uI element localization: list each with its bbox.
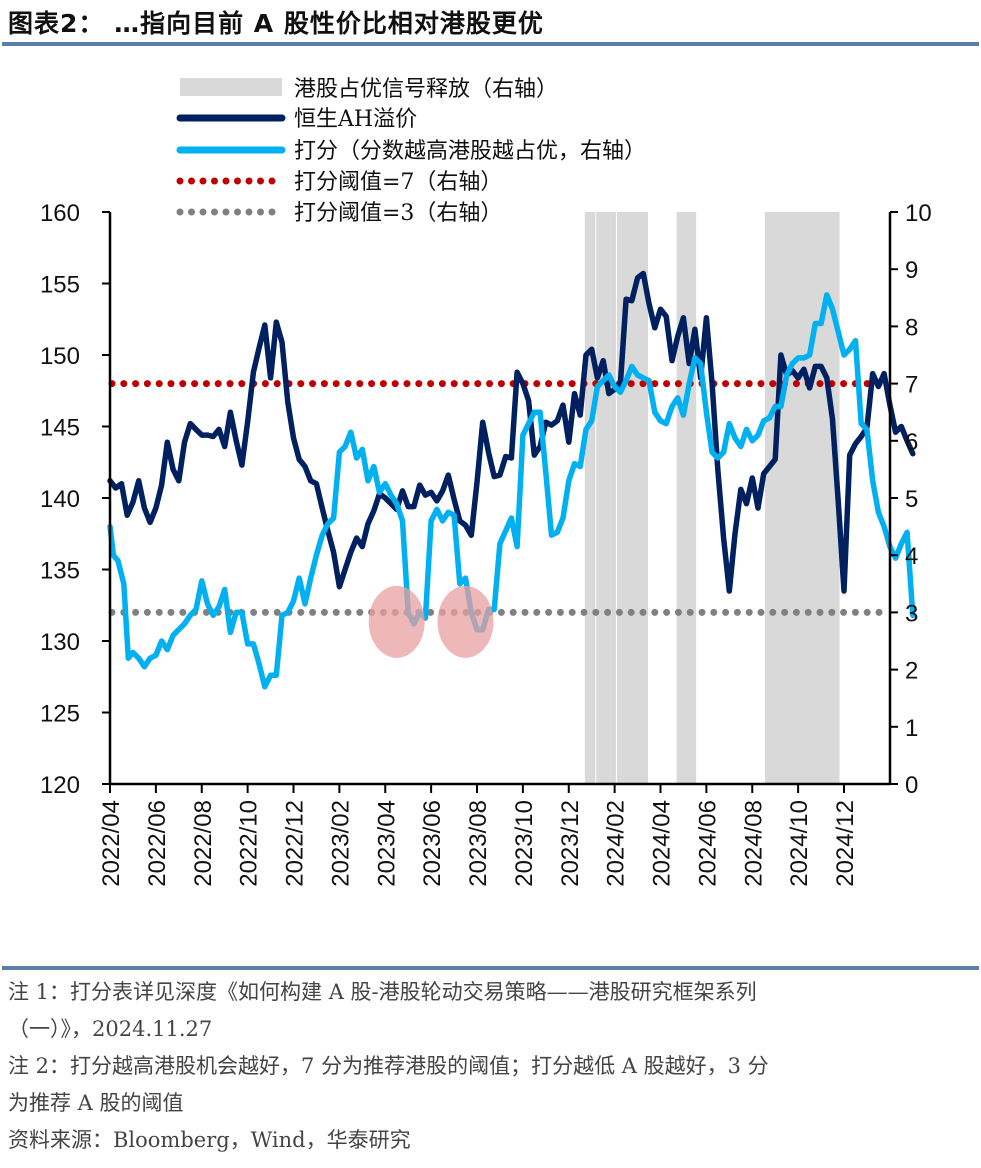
shaded-period-2 xyxy=(616,212,649,784)
x-tick-label: 2022/08 xyxy=(190,800,217,887)
shaded-period-3 xyxy=(676,212,697,784)
x-tick-label: 2023/06 xyxy=(419,800,446,887)
x-tick-label: 2023/10 xyxy=(511,800,538,887)
shaded-period-1 xyxy=(596,212,616,784)
x-tick-label: 2022/12 xyxy=(282,800,309,887)
note-1-line-2: （一）》，2024.11.27 xyxy=(8,1017,213,1041)
right-tick-label: 5 xyxy=(905,486,918,513)
legend-label-shade: 港股占优信号释放（右轴） xyxy=(294,77,558,102)
x-tick-label: 2024/08 xyxy=(740,800,767,887)
right-tick-label: 7 xyxy=(905,372,918,399)
x-tick-label: 2024/02 xyxy=(603,800,630,887)
chart-svg: 港股占优信号释放（右轴） 恒生AH溢价 打分（分数越高港股越占优，右轴） 打分阈… xyxy=(40,77,932,887)
shaded-period-0 xyxy=(584,212,596,784)
left-tick-label: 130 xyxy=(40,629,80,656)
left-tick-label: 160 xyxy=(40,200,80,227)
left-tick-label: 155 xyxy=(40,272,80,299)
left-tick-label: 145 xyxy=(40,415,80,442)
notes: 注 1：打分表详见深度《如何构建 A 股-港股轮动交易策略——港股研究框架系列 … xyxy=(8,974,978,1159)
note-1-line-1: 注 1：打分表详见深度《如何构建 A 股-港股轮动交易策略——港股研究框架系列 xyxy=(8,980,757,1004)
notes-rule xyxy=(2,966,979,970)
left-tick-label: 125 xyxy=(40,701,80,728)
left-tick-label: 120 xyxy=(40,772,80,799)
x-tick-label: 2023/04 xyxy=(373,800,400,887)
right-tick-label: 6 xyxy=(905,429,918,456)
legend: 港股占优信号释放（右轴） 恒生AH溢价 打分（分数越高港股越占优，右轴） 打分阈… xyxy=(176,77,646,226)
right-tick-label: 9 xyxy=(905,257,918,284)
title-rule xyxy=(2,42,979,46)
right-tick-label: 10 xyxy=(905,200,932,227)
legend-label-threshold7: 打分阈值=7（右轴） xyxy=(294,170,502,195)
left-tick-label: 140 xyxy=(40,486,80,513)
x-tick-label: 2022/04 xyxy=(98,800,125,887)
series-lines xyxy=(107,270,916,690)
x-tick-label: 2022/10 xyxy=(236,800,263,887)
note-2-line-2: 为推荐 A 股的阈值 xyxy=(8,1091,184,1115)
x-tick-label: 2024/12 xyxy=(832,800,859,887)
note-2-line-1: 注 2：打分越高港股机会越好，7 分为推荐港股的阈值；打分越低 A 股越好，3 … xyxy=(8,1054,769,1078)
chart-title: 图表2： …指向目前 A 股性价比相对港股更优 xyxy=(8,9,544,38)
x-tick-label: 2024/10 xyxy=(786,800,813,887)
legend-label-score: 打分（分数越高港股越占优，右轴） xyxy=(294,139,646,164)
left-tick-label: 135 xyxy=(40,558,80,585)
right-tick-label: 8 xyxy=(905,314,918,341)
x-tick-label: 2024/04 xyxy=(649,800,676,887)
series-line-score xyxy=(107,292,916,690)
axes: 120 125 130 135 140 145 150 155 160 0 1 2 3 4 5 6 7 8 9 10 2… xyxy=(40,200,932,887)
right-tick-label: 4 xyxy=(905,543,918,570)
shaded-periods xyxy=(584,212,840,784)
right-tick-label: 1 xyxy=(905,715,918,742)
highlight-circles xyxy=(368,585,494,658)
series-line-ah-premium xyxy=(107,270,916,594)
x-tick-label: 2022/06 xyxy=(144,800,171,887)
x-tick-label: 2023/12 xyxy=(557,800,584,887)
source-note: 资料来源：Bloomberg，Wind，华泰研究 xyxy=(8,1128,411,1152)
legend-label-ah: 恒生AH溢价 xyxy=(294,107,417,132)
right-tick-label: 3 xyxy=(905,600,918,627)
legend-label-threshold3: 打分阈值=3（右轴） xyxy=(294,201,502,226)
x-tick-label: 2023/02 xyxy=(327,800,354,887)
left-tick-label: 150 xyxy=(40,343,80,370)
right-tick-label: 2 xyxy=(905,658,918,685)
right-tick-label: 0 xyxy=(905,772,918,799)
x-tick-label: 2023/08 xyxy=(465,800,492,887)
highlight-circle-1 xyxy=(437,585,494,658)
highlight-circle-0 xyxy=(368,585,425,658)
x-tick-label: 2024/06 xyxy=(694,800,721,887)
legend-swatch-shade xyxy=(180,78,282,96)
